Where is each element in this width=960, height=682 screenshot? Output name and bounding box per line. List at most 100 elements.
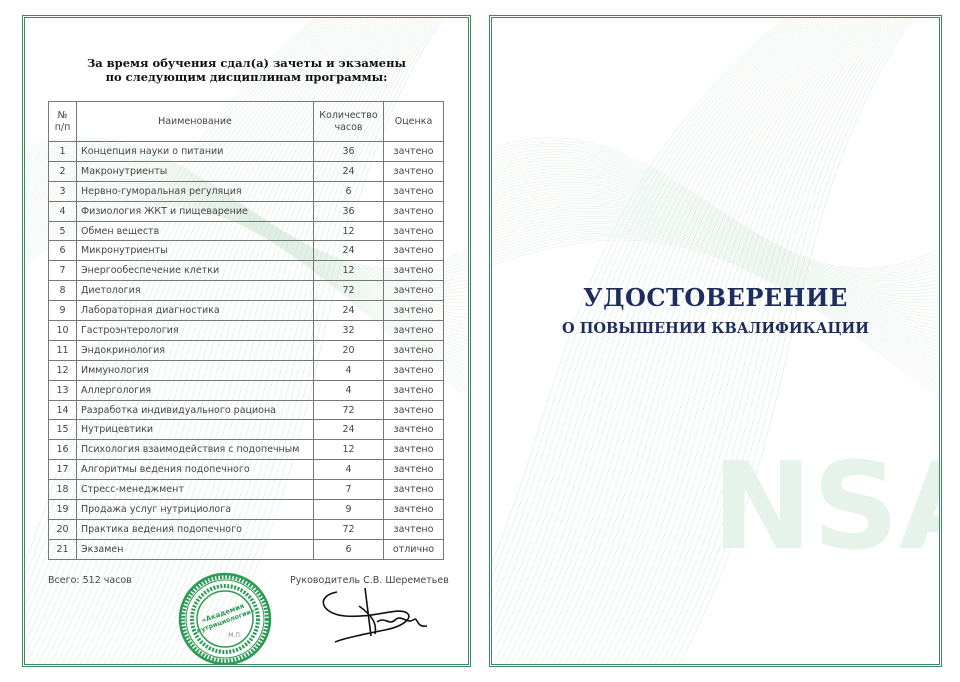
row-number: 20 xyxy=(48,518,77,540)
course-grade: зачтено xyxy=(383,479,444,501)
course-hours: 4 xyxy=(313,359,384,381)
course-name: Микронутриенты xyxy=(76,240,314,262)
course-hours: 32 xyxy=(313,320,384,341)
course-grade: зачтено xyxy=(383,499,444,520)
certificate-title: УДОСТОВЕРЕНИЕ xyxy=(583,283,848,312)
table-row: 17 Алгоритмы ведения подопечного 4 зачтено xyxy=(48,459,444,481)
row-number: 1 xyxy=(48,141,77,162)
course-name: Алгоритмы ведения подопечного xyxy=(76,459,314,481)
header-grade: Оценка xyxy=(383,101,444,142)
row-number: 7 xyxy=(48,260,77,282)
row-number: 5 xyxy=(48,220,77,242)
signature xyxy=(322,587,428,643)
course-grade: зачтено xyxy=(383,180,444,202)
course-name: Диетология xyxy=(76,280,314,302)
row-number: 21 xyxy=(48,538,77,560)
course-grade: зачтено xyxy=(383,240,444,262)
course-hours: 72 xyxy=(313,399,384,421)
table-row: 8 Диетология 72 зачтено xyxy=(48,280,444,302)
table-row: 16 Психология взаимодействия с подопечным… xyxy=(48,439,444,461)
table-row: 9 Лабораторная диагностика 24 зачтено xyxy=(48,300,444,322)
course-hours: 72 xyxy=(313,518,384,540)
table-row: 3 Нервно-гуморальная регуляция 6 зачтено xyxy=(48,180,444,202)
course-name: Иммунология xyxy=(76,359,314,381)
table-row: 2 Макронутриенты 24 зачтено xyxy=(48,160,444,182)
course-name: Психология взаимодействия с подопечным xyxy=(76,439,314,461)
row-number: 11 xyxy=(48,339,77,361)
course-name: Экзамен xyxy=(76,538,314,560)
heading-line-2: по следующим дисциплинам программы: xyxy=(105,70,388,84)
row-number: 6 xyxy=(48,240,77,262)
course-grade: зачтено xyxy=(383,300,444,322)
table-row: 13 Аллергология 4 зачтено xyxy=(48,379,444,401)
table-row: 11 Эндокринология 20 зачтено xyxy=(48,339,444,361)
course-hours: 7 xyxy=(313,479,384,501)
course-name: Эндокринология xyxy=(76,339,314,361)
row-number: 3 xyxy=(48,180,77,202)
courses-page: За время обучения сдал(а) зачеты и экзам… xyxy=(22,15,471,667)
course-grade: зачтено xyxy=(383,399,444,421)
course-grade: зачтено xyxy=(383,220,444,242)
course-name: Разработка индивидуального рациона xyxy=(76,399,314,421)
row-number: 12 xyxy=(48,359,77,381)
course-hours: 12 xyxy=(313,260,384,282)
course-hours: 72 xyxy=(313,280,384,302)
svg-text:М.П.: М.П. xyxy=(228,632,242,639)
page-heading: За время обучения сдал(а) зачеты и экзам… xyxy=(25,56,468,84)
course-hours: 20 xyxy=(313,339,384,361)
course-hours: 24 xyxy=(313,300,384,322)
table-row: 12 Иммунология 4 зачтено xyxy=(48,359,444,381)
table-row: 10 Гастроэнтерология 32 зачтено xyxy=(48,320,444,341)
course-name: Аллергология xyxy=(76,379,314,401)
table-row: 21 Экзамен 6 отлично xyxy=(48,538,444,560)
watermark-logo: NSA xyxy=(712,438,939,577)
course-hours: 12 xyxy=(313,220,384,242)
course-hours: 6 xyxy=(313,180,384,202)
table-row: 18 Стресс-менеджмент 7 зачтено xyxy=(48,479,444,501)
course-grade: отлично xyxy=(383,538,444,560)
table-row: 5 Обмен веществ 12 зачтено xyxy=(48,220,444,242)
course-grade: зачтено xyxy=(383,160,444,182)
row-number: 4 xyxy=(48,200,77,222)
course-grade: зачтено xyxy=(383,359,444,381)
header-name: Наименование xyxy=(76,101,314,142)
course-name: Макронутриенты xyxy=(76,160,314,182)
course-hours: 4 xyxy=(313,379,384,401)
course-hours: 24 xyxy=(313,419,384,441)
row-number: 18 xyxy=(48,479,77,501)
course-grade: зачтено xyxy=(383,419,444,441)
course-grade: зачтено xyxy=(383,459,444,481)
course-hours: 24 xyxy=(313,160,384,182)
course-grade: зачтено xyxy=(383,260,444,282)
row-number: 2 xyxy=(48,160,77,182)
course-name: Лабораторная диагностика xyxy=(76,300,314,322)
table-row: 7 Энергообеспечение клетки 12 зачтено xyxy=(48,260,444,282)
row-number: 17 xyxy=(48,459,77,481)
course-name: Концепция науки о питании xyxy=(76,141,314,162)
course-hours: 9 xyxy=(313,499,384,520)
table-row: 14 Разработка индивидуального рациона 72 за… xyxy=(48,399,444,421)
table-header-row: № п/п Наименование Количество часов Оценка xyxy=(48,101,444,142)
courses-table: № п/п Наименование Количество часов Оценка… xyxy=(48,101,444,560)
course-hours: 36 xyxy=(313,200,384,222)
course-name: Продажа услуг нутрициолога xyxy=(76,499,314,520)
course-name: Обмен веществ xyxy=(76,220,314,242)
header-hours: Количество часов xyxy=(313,101,384,142)
row-number: 8 xyxy=(48,280,77,302)
course-hours: 6 xyxy=(313,538,384,560)
course-name: Физиология ЖКТ и пищеварение xyxy=(76,200,314,222)
course-grade: зачтено xyxy=(383,339,444,361)
row-number: 14 xyxy=(48,399,77,421)
table-row: 19 Продажа услуг нутрициолога 9 зачтено xyxy=(48,499,444,520)
row-number: 10 xyxy=(48,320,77,341)
course-grade: зачтено xyxy=(383,141,444,162)
table-row: 20 Практика ведения подопечного 72 зачтено xyxy=(48,518,444,540)
header-number: № п/п xyxy=(48,101,77,142)
row-number: 13 xyxy=(48,379,77,401)
course-grade: зачтено xyxy=(383,320,444,341)
cover-page: NSA УДОСТОВЕРЕНИЕ О ПОВЫШЕНИИ КВАЛИФИКАЦ… xyxy=(489,15,942,667)
course-hours: 12 xyxy=(313,439,384,461)
row-number: 9 xyxy=(48,300,77,322)
course-name: Нервно-гуморальная регуляция xyxy=(76,180,314,202)
course-grade: зачтено xyxy=(383,280,444,302)
